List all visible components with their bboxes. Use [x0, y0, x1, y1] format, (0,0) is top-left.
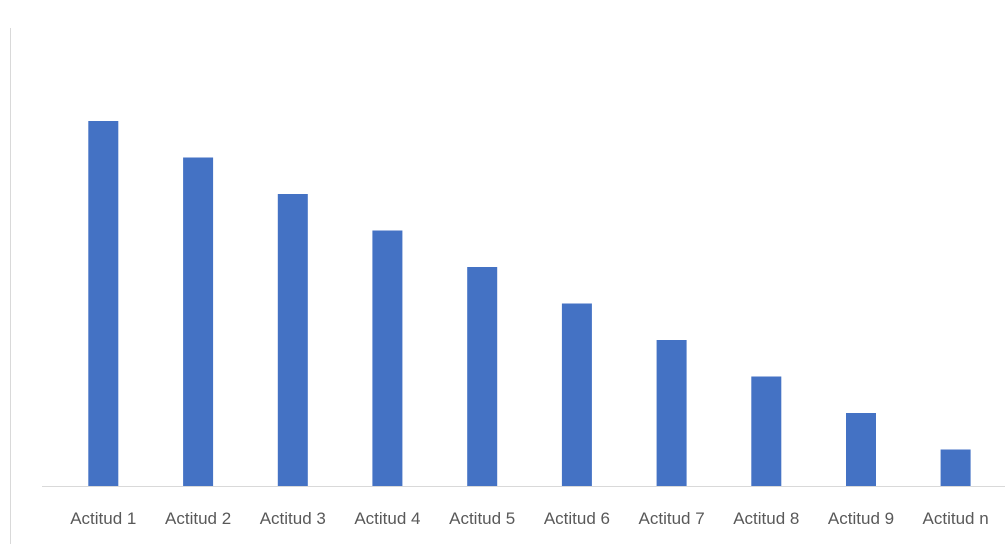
bar-3 [277, 194, 308, 486]
bar-10 [940, 449, 971, 486]
x-tick-label-9: Actitud 9 [828, 509, 894, 528]
bar-2 [183, 157, 214, 486]
bar-6 [561, 303, 592, 486]
x-tick-label-7: Actitud 7 [639, 509, 705, 528]
x-tick-label-5: Actitud 5 [449, 509, 515, 528]
bar-1 [88, 121, 119, 486]
x-tick-label-1: Actitud 1 [70, 509, 136, 528]
bar-9 [846, 413, 876, 486]
bar-8 [751, 376, 782, 486]
x-tick-labels: Actitud 1 Actitud 2 Actitud 3 Actitud 4 Acti… [70, 509, 988, 528]
bar-7 [656, 340, 687, 486]
bar-4 [372, 230, 403, 486]
x-tick-label-8: Actitud 8 [733, 509, 799, 528]
x-tick-label-10: Actitud n [923, 509, 989, 528]
bar-series [88, 121, 971, 486]
x-tick-label-2: Actitud 2 [165, 509, 231, 528]
x-tick-label-6: Actitud 6 [544, 509, 610, 528]
x-tick-label-3: Actitud 3 [260, 509, 326, 528]
bar-5 [467, 267, 498, 486]
x-tick-label-4: Actitud 4 [354, 509, 420, 528]
